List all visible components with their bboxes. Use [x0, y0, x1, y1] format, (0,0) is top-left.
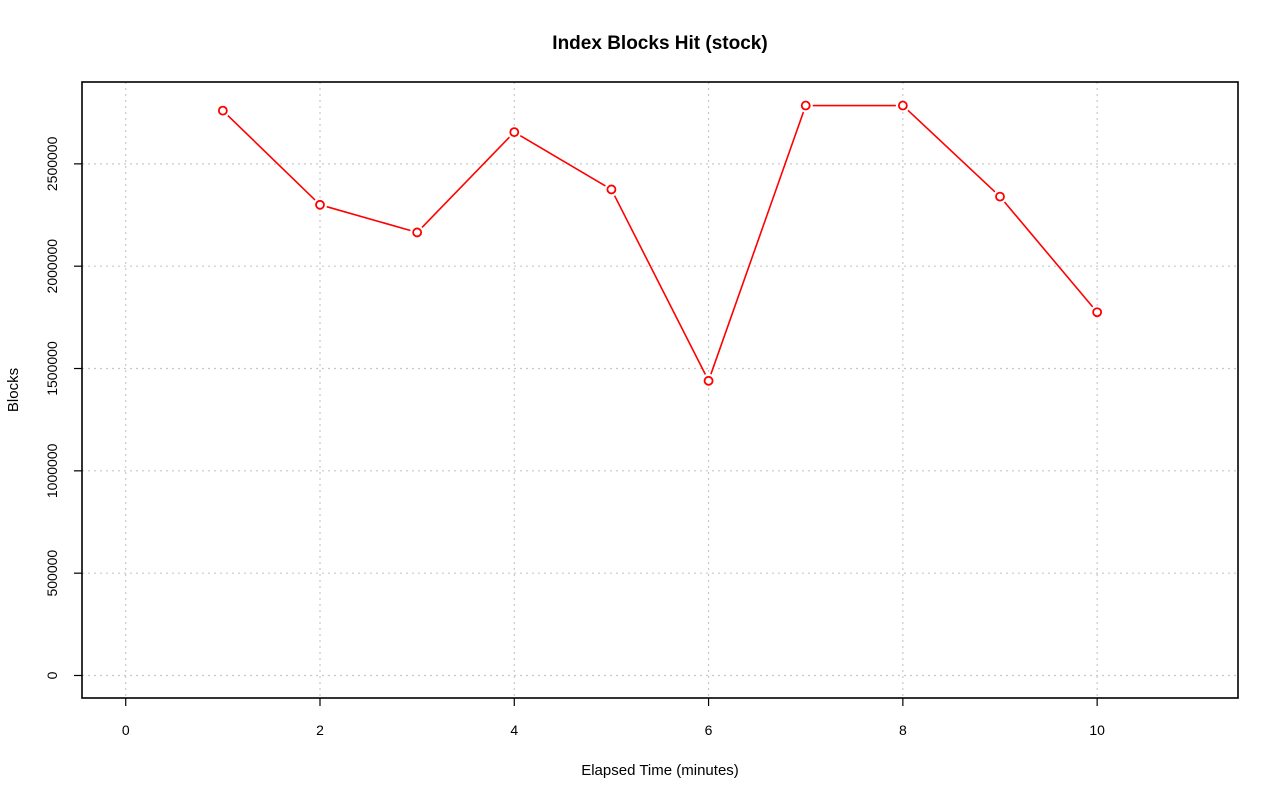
y-tick-label: 2500000 — [44, 136, 60, 191]
plot-frame — [81, 81, 1239, 699]
data-point — [509, 127, 520, 138]
x-tick-label: 2 — [316, 722, 324, 738]
series-line-segment — [1003, 201, 1094, 308]
x-tick-label: 4 — [510, 722, 518, 738]
y-axis-label: Blocks — [5, 368, 22, 412]
x-axis-label: Elapsed Time (minutes) — [581, 762, 739, 779]
y-tick-label: 500000 — [44, 550, 60, 597]
y-tick-label: 1500000 — [44, 341, 60, 396]
data-point — [1092, 307, 1103, 318]
data-point — [315, 199, 325, 210]
y-tick-label: 1000000 — [44, 443, 60, 498]
series-line-segment — [421, 136, 510, 228]
series-line-segment — [613, 195, 707, 375]
series-line-segment — [326, 205, 411, 232]
x-tick-label: 10 — [1089, 722, 1105, 738]
series-line-segment — [519, 135, 606, 187]
data-point — [606, 184, 617, 195]
data-point — [897, 100, 908, 111]
x-tick-label: 0 — [122, 722, 130, 738]
y-tick-label: 2000000 — [44, 239, 60, 294]
y-tick-label: 0 — [44, 671, 60, 679]
grid — [82, 82, 1238, 698]
data-point — [412, 227, 423, 238]
data-point — [800, 100, 811, 111]
data-point — [703, 375, 714, 386]
series-layer — [217, 100, 1103, 386]
data-point — [995, 191, 1005, 202]
series-line-segment — [710, 111, 805, 375]
x-tick-label: 8 — [899, 722, 907, 738]
y-axis: 0 500000 1000000 1500000 2000000 2500000 — [44, 136, 82, 679]
series-line-segment — [907, 109, 996, 193]
chart-title: Index Blocks Hit (stock) — [552, 33, 767, 54]
data-point — [217, 105, 228, 116]
series-line-segment — [227, 114, 316, 201]
x-tick-label: 6 — [705, 722, 713, 738]
x-axis: 0 2 4 6 8 10 — [122, 698, 1105, 738]
